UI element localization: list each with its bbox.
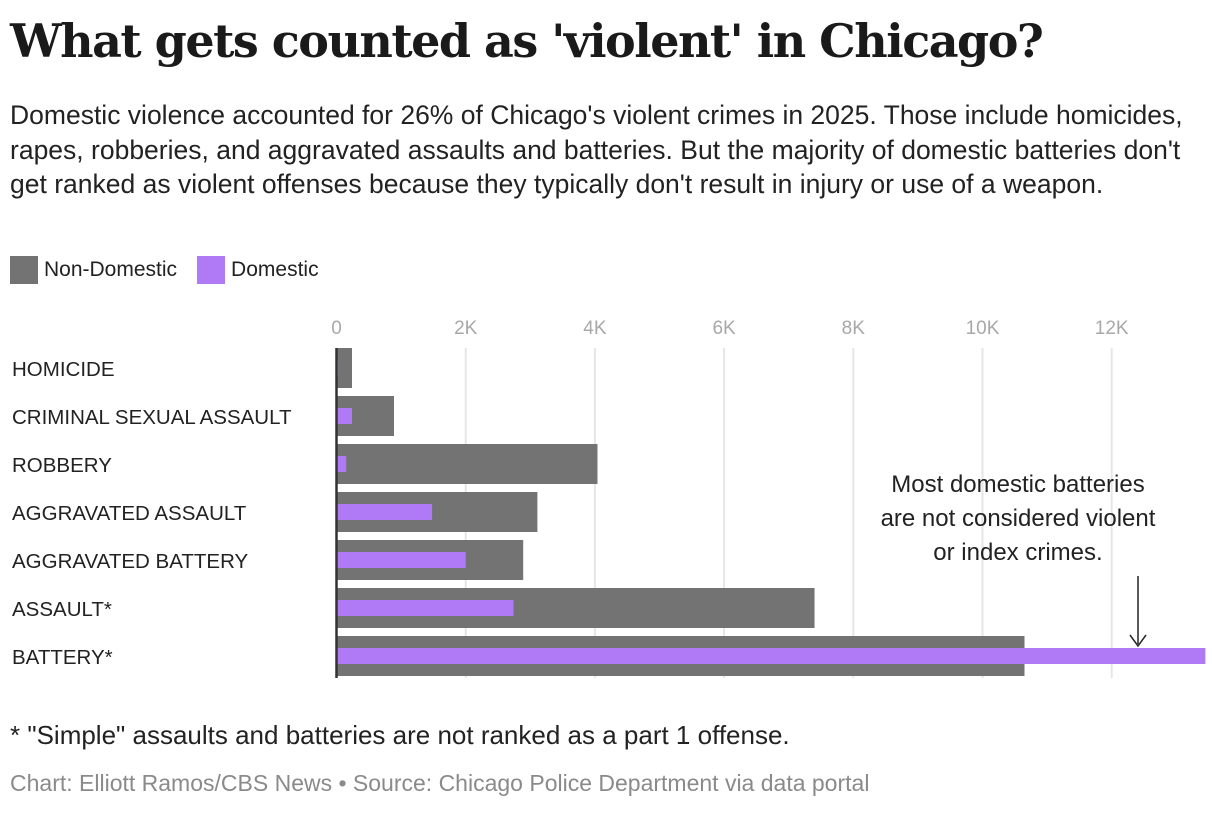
- legend-label: Non-Domestic: [44, 258, 178, 281]
- bar-domestic: [336, 552, 466, 568]
- x-tick-label: 12K: [1095, 318, 1129, 339]
- annotation-text: are not considered violent: [881, 505, 1156, 532]
- category-label: CRIMINAL SEXUAL ASSAULT: [12, 406, 292, 429]
- legend: Non-Domestic Domestic: [10, 256, 339, 284]
- bar-non-domestic: [336, 348, 353, 388]
- bar-domestic: [336, 456, 347, 472]
- x-tick-label: 6K: [712, 318, 736, 339]
- x-tick-label: 0: [331, 318, 342, 339]
- legend-item-non-domestic: Non-Domestic: [10, 256, 177, 284]
- x-tick-label: 8K: [842, 318, 866, 339]
- category-label: AGGRAVATED BATTERY: [12, 550, 248, 573]
- footnote: * "Simple" assaults and batteries are no…: [10, 720, 790, 750]
- category-label: ASSAULT*: [12, 598, 112, 621]
- annotation-arrowhead: [1129, 634, 1147, 648]
- annotation-text: Most domestic batteries: [891, 471, 1144, 498]
- credit: Chart: Elliott Ramos/CBS News • Source: …: [10, 770, 870, 796]
- bar-domestic: [336, 504, 433, 520]
- bar-domestic: [336, 648, 1206, 664]
- legend-swatch-non-domestic: [10, 256, 38, 284]
- x-tick-label: 10K: [966, 318, 1000, 339]
- category-label: AGGRAVATED ASSAULT: [12, 502, 247, 525]
- x-tick-label: 4K: [583, 318, 607, 339]
- annotation-text: or index crimes.: [933, 539, 1102, 566]
- legend-label: Domestic: [231, 258, 319, 281]
- legend-swatch-domestic: [197, 256, 226, 284]
- bar-non-domestic: [336, 444, 598, 484]
- category-label: ROBBERY: [12, 454, 112, 477]
- category-label: BATTERY*: [12, 646, 113, 669]
- bar-domestic: [336, 600, 514, 616]
- x-tick-label: 2K: [454, 318, 478, 339]
- legend-item-domestic: Domestic: [197, 256, 319, 284]
- category-label: HOMICIDE: [12, 358, 115, 381]
- chart-title: What gets counted as 'violent' in Chicag…: [10, 14, 1044, 68]
- bar-domestic: [336, 408, 353, 424]
- chart-subtitle: Domestic violence accounted for 26% of C…: [10, 100, 1183, 199]
